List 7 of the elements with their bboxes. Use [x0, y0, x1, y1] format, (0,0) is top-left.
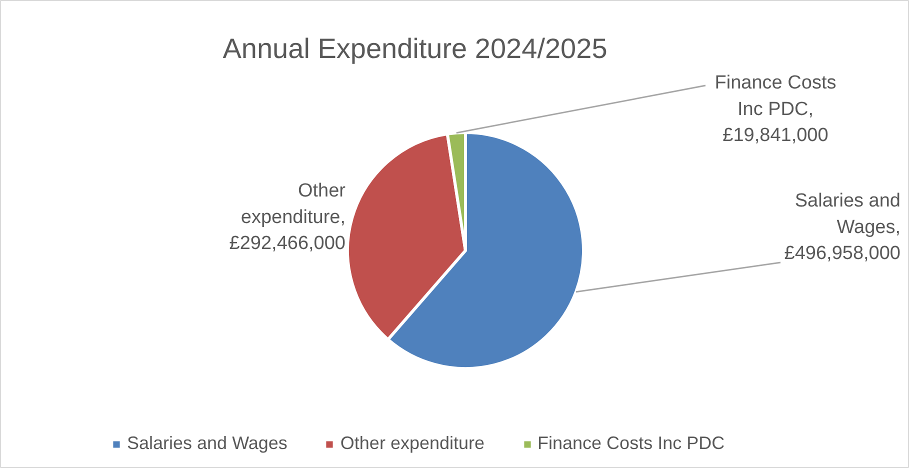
legend-label: Other expenditure: [340, 433, 485, 454]
chart-title: Annual Expenditure 2024/2025: [222, 33, 608, 64]
data-label: Other expenditure, £292,466,000: [229, 180, 346, 254]
legend-label: Salaries and Wages: [127, 433, 288, 454]
data-label: Finance Costs Inc PDC, £19,841,000: [714, 72, 836, 146]
data-label: Salaries and Wages, £496,958,000: [784, 190, 901, 264]
legend-label: Finance Costs Inc PDC: [538, 433, 725, 454]
